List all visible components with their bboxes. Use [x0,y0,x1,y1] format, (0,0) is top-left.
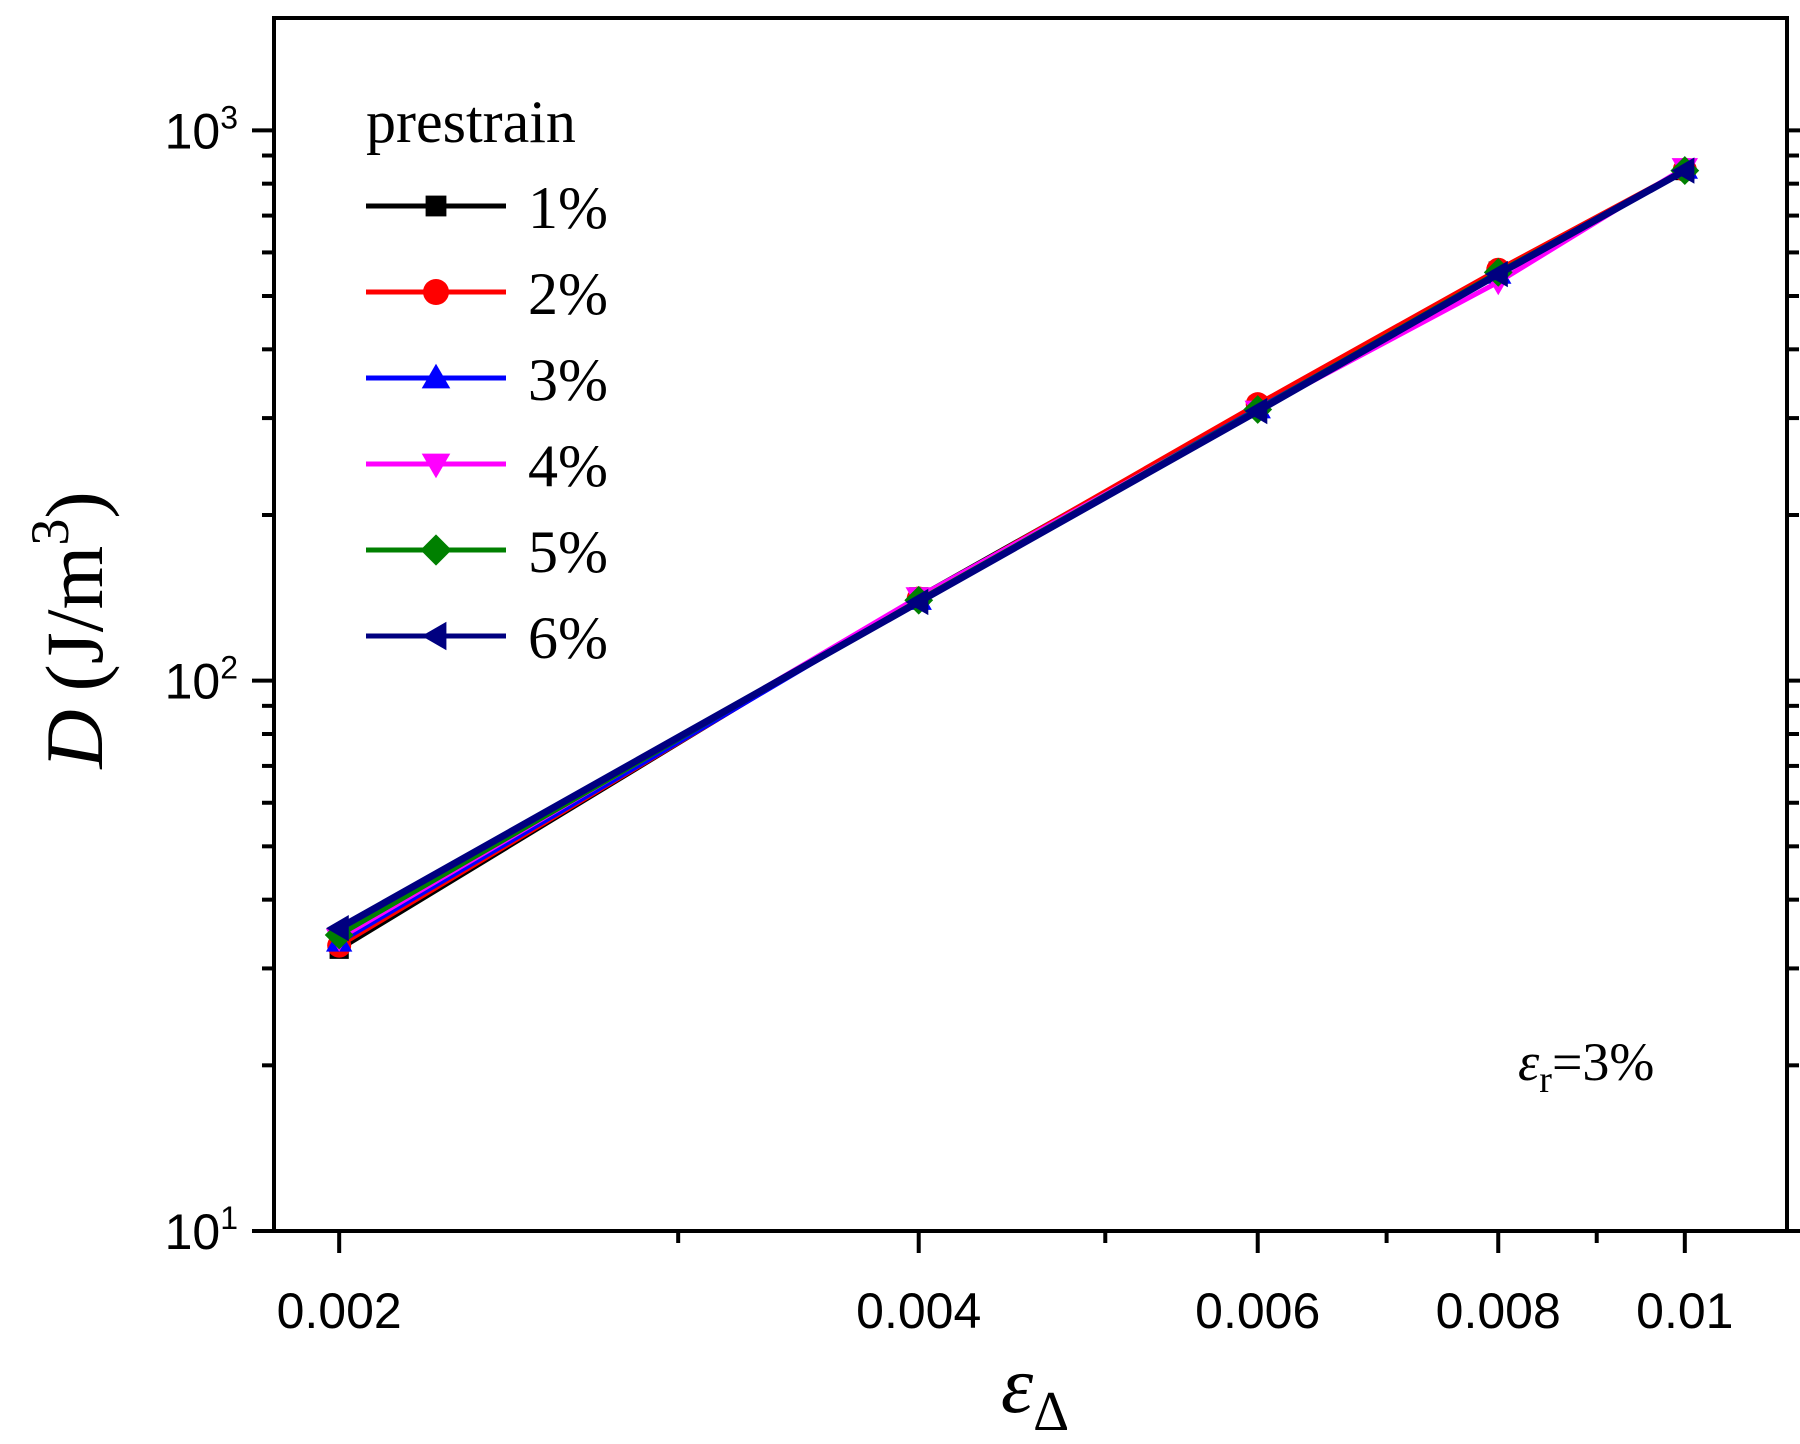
x-axis-label: εΔ [1001,1339,1069,1443]
data-point [1485,260,1508,288]
y-tick-label: 103 [165,99,238,159]
legend-item: 1% [366,175,608,241]
legend-marker [423,279,449,305]
legend-label: 2% [528,261,608,327]
x-tick-label: 0.002 [277,1283,402,1339]
legend-label: 3% [528,347,608,413]
series-6% [325,157,1695,942]
x-tick-label: 0.006 [1195,1283,1320,1339]
legend-item: 4% [366,433,608,499]
annotation-text: εr=3% [1518,1032,1654,1101]
data-point [1671,157,1695,184]
legend-label: 1% [528,175,608,241]
plot-frame [272,16,1789,1233]
legend-marker [425,195,447,217]
legend-item: 3% [366,347,608,413]
y-axis-label: D(J/m3) [20,491,120,769]
legend-marker [421,363,451,389]
legend-label: 6% [528,605,608,671]
data-point [325,914,349,942]
legend-marker [421,621,447,651]
y-tick-label: 101 [165,1200,238,1260]
y-tick-labels: 101 102 103 [165,99,238,1260]
series-layer [324,155,1700,959]
x-tick-label: 0.004 [856,1283,981,1339]
legend-item: 2% [366,261,608,327]
x-tick-label: 0.01 [1636,1283,1733,1339]
legend-item: 5% [366,519,608,585]
y-tick-label: 102 [165,650,238,710]
legend-label: 5% [528,519,608,585]
legend-marker [420,534,452,566]
x-tick-label: 0.008 [1436,1283,1561,1339]
legend-marker [421,453,451,479]
legend-title: prestrain [366,89,576,155]
data-point [905,588,929,616]
legend: prestrain 1% 2% 3% 4% 5% 6% [366,89,608,671]
legend-item: 6% [366,605,608,671]
x-tick-labels: 0.002 0.004 0.006 0.008 0.01 [277,1283,1734,1339]
data-point [1244,397,1268,425]
legend-label: 4% [528,433,608,499]
